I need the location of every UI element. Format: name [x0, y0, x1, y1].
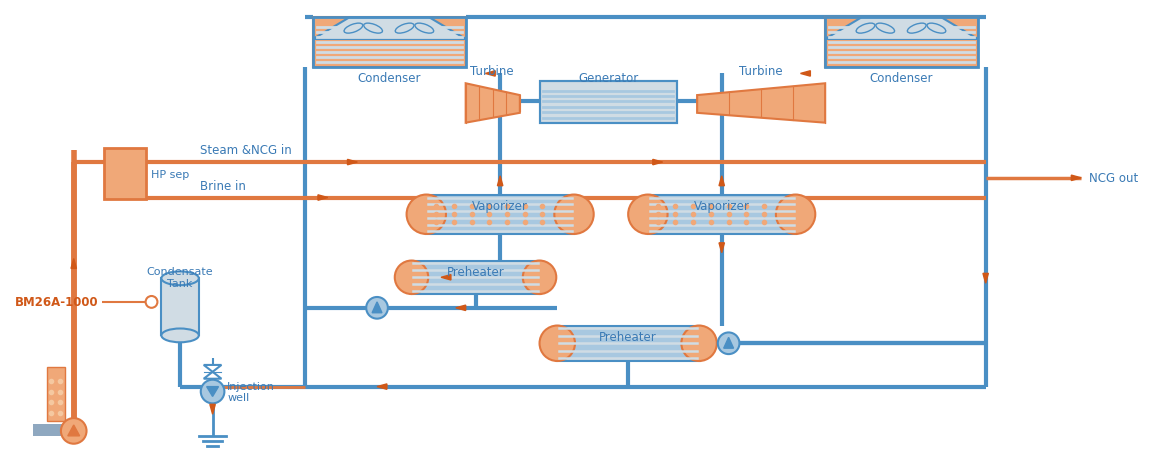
Bar: [313, 18, 466, 68]
Ellipse shape: [344, 24, 362, 34]
Ellipse shape: [555, 195, 594, 234]
Text: HP sep: HP sep: [151, 169, 189, 180]
Text: Turbine: Turbine: [739, 65, 783, 78]
Ellipse shape: [395, 24, 413, 34]
Text: Preheater: Preheater: [600, 331, 657, 344]
Polygon shape: [210, 405, 215, 414]
Bar: [826, 18, 977, 68]
Bar: [540, 82, 677, 124]
Text: Brine in: Brine in: [200, 179, 245, 192]
Ellipse shape: [522, 261, 556, 294]
Text: Condenser: Condenser: [870, 72, 932, 85]
Polygon shape: [485, 72, 496, 77]
Circle shape: [366, 297, 388, 319]
Text: Vaporizer: Vaporizer: [694, 200, 749, 213]
Circle shape: [146, 296, 157, 308]
Circle shape: [200, 380, 225, 403]
Text: Turbine: Turbine: [470, 65, 514, 78]
Text: Steam &NCG in: Steam &NCG in: [200, 144, 292, 157]
Text: Injection
well: Injection well: [227, 381, 276, 402]
Bar: [161, 279, 199, 336]
Ellipse shape: [681, 326, 717, 361]
Ellipse shape: [364, 24, 382, 34]
Ellipse shape: [415, 24, 433, 34]
Circle shape: [718, 333, 740, 354]
Polygon shape: [204, 365, 221, 372]
Polygon shape: [206, 387, 219, 397]
Ellipse shape: [395, 261, 428, 294]
Text: Condensate
Tank: Condensate Tank: [147, 267, 213, 288]
Polygon shape: [441, 275, 450, 281]
Polygon shape: [983, 274, 989, 283]
Ellipse shape: [776, 195, 815, 234]
Polygon shape: [826, 18, 977, 40]
Polygon shape: [378, 384, 387, 389]
Bar: [47, 367, 65, 421]
Polygon shape: [318, 195, 328, 201]
Text: Vaporizer: Vaporizer: [472, 200, 528, 213]
Ellipse shape: [540, 326, 576, 361]
Ellipse shape: [161, 329, 199, 343]
Polygon shape: [456, 306, 466, 311]
Polygon shape: [697, 84, 826, 124]
Polygon shape: [1071, 176, 1082, 181]
Ellipse shape: [928, 24, 946, 34]
Polygon shape: [719, 176, 725, 186]
Ellipse shape: [406, 195, 446, 234]
Polygon shape: [347, 160, 358, 165]
Bar: [313, 18, 466, 68]
Text: Condenser: Condenser: [357, 72, 420, 85]
Polygon shape: [68, 425, 80, 436]
Bar: [557, 326, 701, 361]
Polygon shape: [204, 372, 221, 379]
Text: BM26A-1000: BM26A-1000: [15, 296, 98, 309]
Bar: [826, 18, 977, 68]
Bar: [34, 424, 79, 436]
Text: Preheater: Preheater: [447, 266, 505, 279]
Bar: [647, 195, 796, 234]
Circle shape: [61, 418, 87, 444]
Ellipse shape: [161, 272, 199, 286]
Bar: [411, 261, 540, 294]
Polygon shape: [71, 259, 76, 269]
Bar: [426, 195, 574, 234]
Polygon shape: [498, 176, 503, 186]
Polygon shape: [313, 18, 466, 40]
Polygon shape: [724, 338, 733, 349]
Polygon shape: [719, 243, 725, 253]
Bar: [540, 82, 677, 124]
Ellipse shape: [875, 24, 895, 34]
Polygon shape: [653, 160, 662, 165]
Text: Generator: Generator: [578, 72, 638, 85]
Polygon shape: [372, 302, 382, 313]
Bar: [104, 149, 146, 200]
Text: NCG out: NCG out: [1089, 172, 1138, 185]
Polygon shape: [800, 72, 811, 77]
Polygon shape: [466, 84, 520, 124]
Ellipse shape: [908, 24, 926, 34]
Ellipse shape: [628, 195, 667, 234]
Ellipse shape: [856, 24, 874, 34]
